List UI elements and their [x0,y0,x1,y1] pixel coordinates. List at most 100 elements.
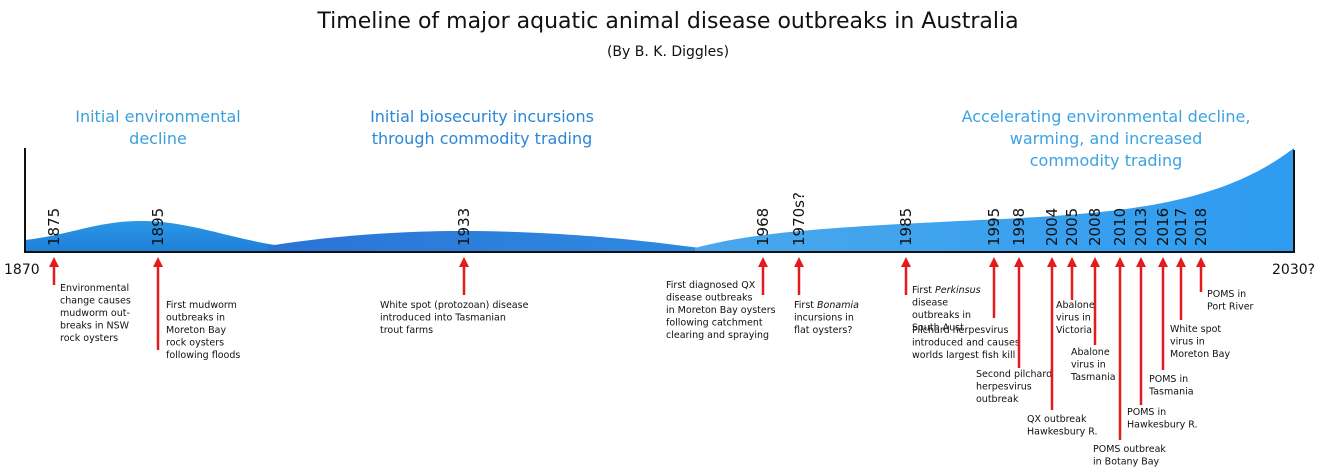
event-description: flat oysters? [794,325,852,336]
event-description: virus in [1071,360,1106,371]
description-text: disease [912,298,948,309]
description-text: virus in [1071,360,1106,371]
era-label: decline [129,129,187,148]
description-text: in Moreton Bay oysters [666,305,776,316]
event-description: trout farms [380,325,433,336]
event-description: Victoria [1056,325,1092,336]
description-text: Perkinsus [935,285,981,296]
description-text: South Aust [912,323,964,334]
event-description: POMS outbreak [1093,444,1166,455]
description-text: First diagnosed QX [666,280,756,291]
event-description: Port River [1207,302,1254,313]
event-description: clearing and spraying [666,330,769,341]
event-year: 2018 [1192,208,1210,246]
event-year: 1970s? [790,192,808,246]
event-description: virus in [1170,337,1205,348]
description-text: White spot (protozoan) disease [380,300,529,311]
event-description: POMS in [1127,407,1166,418]
subtitle: (By B. K. Diggles) [607,44,729,60]
event-year: 1998 [1010,208,1028,246]
era-label: Initial biosecurity incursions [370,107,594,126]
event-year: 2004 [1043,208,1061,246]
axis-start: 1870 [4,262,40,278]
description-text: Moreton Bay [1170,349,1230,360]
event-description: Tasmania [1148,387,1194,398]
event-description: mudworm out- [60,308,130,319]
description-text: POMS in [1207,289,1246,300]
description-text: POMS in [1149,374,1188,385]
description-text: Pilchard herpesvirus [912,325,1008,336]
era-label: commodity trading [1030,151,1183,170]
description-text: clearing and spraying [666,330,769,341]
description-text: virus in [1170,337,1205,348]
event-description: Abalone [1071,347,1110,358]
description-text: QX outbreak [1027,414,1087,425]
era-wave [25,220,275,252]
description-text: incursions in [794,313,854,324]
description-text: Tasmania [1070,372,1116,383]
event-description: disease [912,298,948,309]
description-text: Bonamia [817,300,859,311]
description-text: POMS outbreak [1093,444,1166,455]
era-wave [268,231,700,252]
era-label: warming, and increased [1010,129,1202,148]
event-year: 1995 [985,208,1003,246]
description-text: Abalone [1056,300,1095,311]
event-description: disease outbreaks [666,293,753,304]
event-description: QX outbreak [1027,414,1087,425]
event-description: outbreaks in [912,310,971,321]
event-description: POMS in [1207,289,1246,300]
description-text: Port River [1207,302,1254,313]
description-text: Moreton Bay [166,325,226,336]
description-text: First mudworm [166,300,237,311]
description-text: Hawkesbury R. [1027,427,1098,438]
axis-end: 2030? [1272,262,1315,278]
event-description: worlds largest fish kill [912,350,1015,361]
description-text: mudworm out- [60,308,130,319]
description-text: First [794,300,817,311]
event-description: Hawkesbury R. [1027,427,1098,438]
description-text: introduced into Tasmanian [380,313,506,324]
event-description: in Moreton Bay oysters [666,305,776,316]
event-description: rock oysters [60,333,118,344]
event-description: breaks in NSW [60,321,130,332]
description-text: introduced and causes [912,338,1020,349]
event-description: introduced into Tasmanian [380,313,506,324]
event-description: First Perkinsus [912,285,981,296]
event-year: 1933 [455,208,473,246]
era-label: Accelerating environmental decline, [962,107,1251,126]
description-text: virus in [1056,313,1091,324]
event-description: First mudworm [166,300,237,311]
description-text: rock oysters [166,338,224,349]
description-text: change causes [60,296,131,307]
event-description: virus in [1056,313,1091,324]
event-description: Tasmania [1070,372,1116,383]
event-description: in Botany Bay [1093,457,1160,468]
description-text: flat oysters? [794,325,852,336]
description-text: disease outbreaks [666,293,753,304]
event-description: herpesvirus [976,382,1032,393]
description-text: Tasmania [1148,387,1194,398]
title: Timeline of major aquatic animal disease… [316,9,1018,34]
event-year: 2017 [1172,208,1190,246]
era-wave [695,148,1294,252]
event-year: 1985 [897,208,915,246]
event-description: outbreak [976,394,1019,405]
event-description: following catchment [666,318,763,329]
description-text: worlds largest fish kill [912,350,1015,361]
event-description: White spot [1170,324,1221,335]
event-description: introduced and causes [912,338,1020,349]
event-description: White spot (protozoan) disease [380,300,529,311]
description-text: trout farms [380,325,433,336]
event-description: First diagnosed QX [666,280,756,291]
description-text: outbreaks in [912,310,971,321]
event-description: Abalone [1056,300,1095,311]
description-text: Abalone [1071,347,1110,358]
description-text: Victoria [1056,325,1092,336]
era-label: Initial environmental [75,107,241,126]
description-text: breaks in NSW [60,321,130,332]
description-text: Environmental [60,283,129,294]
event-description: Hawkesbury R. [1127,420,1198,431]
event-description: rock oysters [166,338,224,349]
event-description: First Bonamia [794,300,859,311]
